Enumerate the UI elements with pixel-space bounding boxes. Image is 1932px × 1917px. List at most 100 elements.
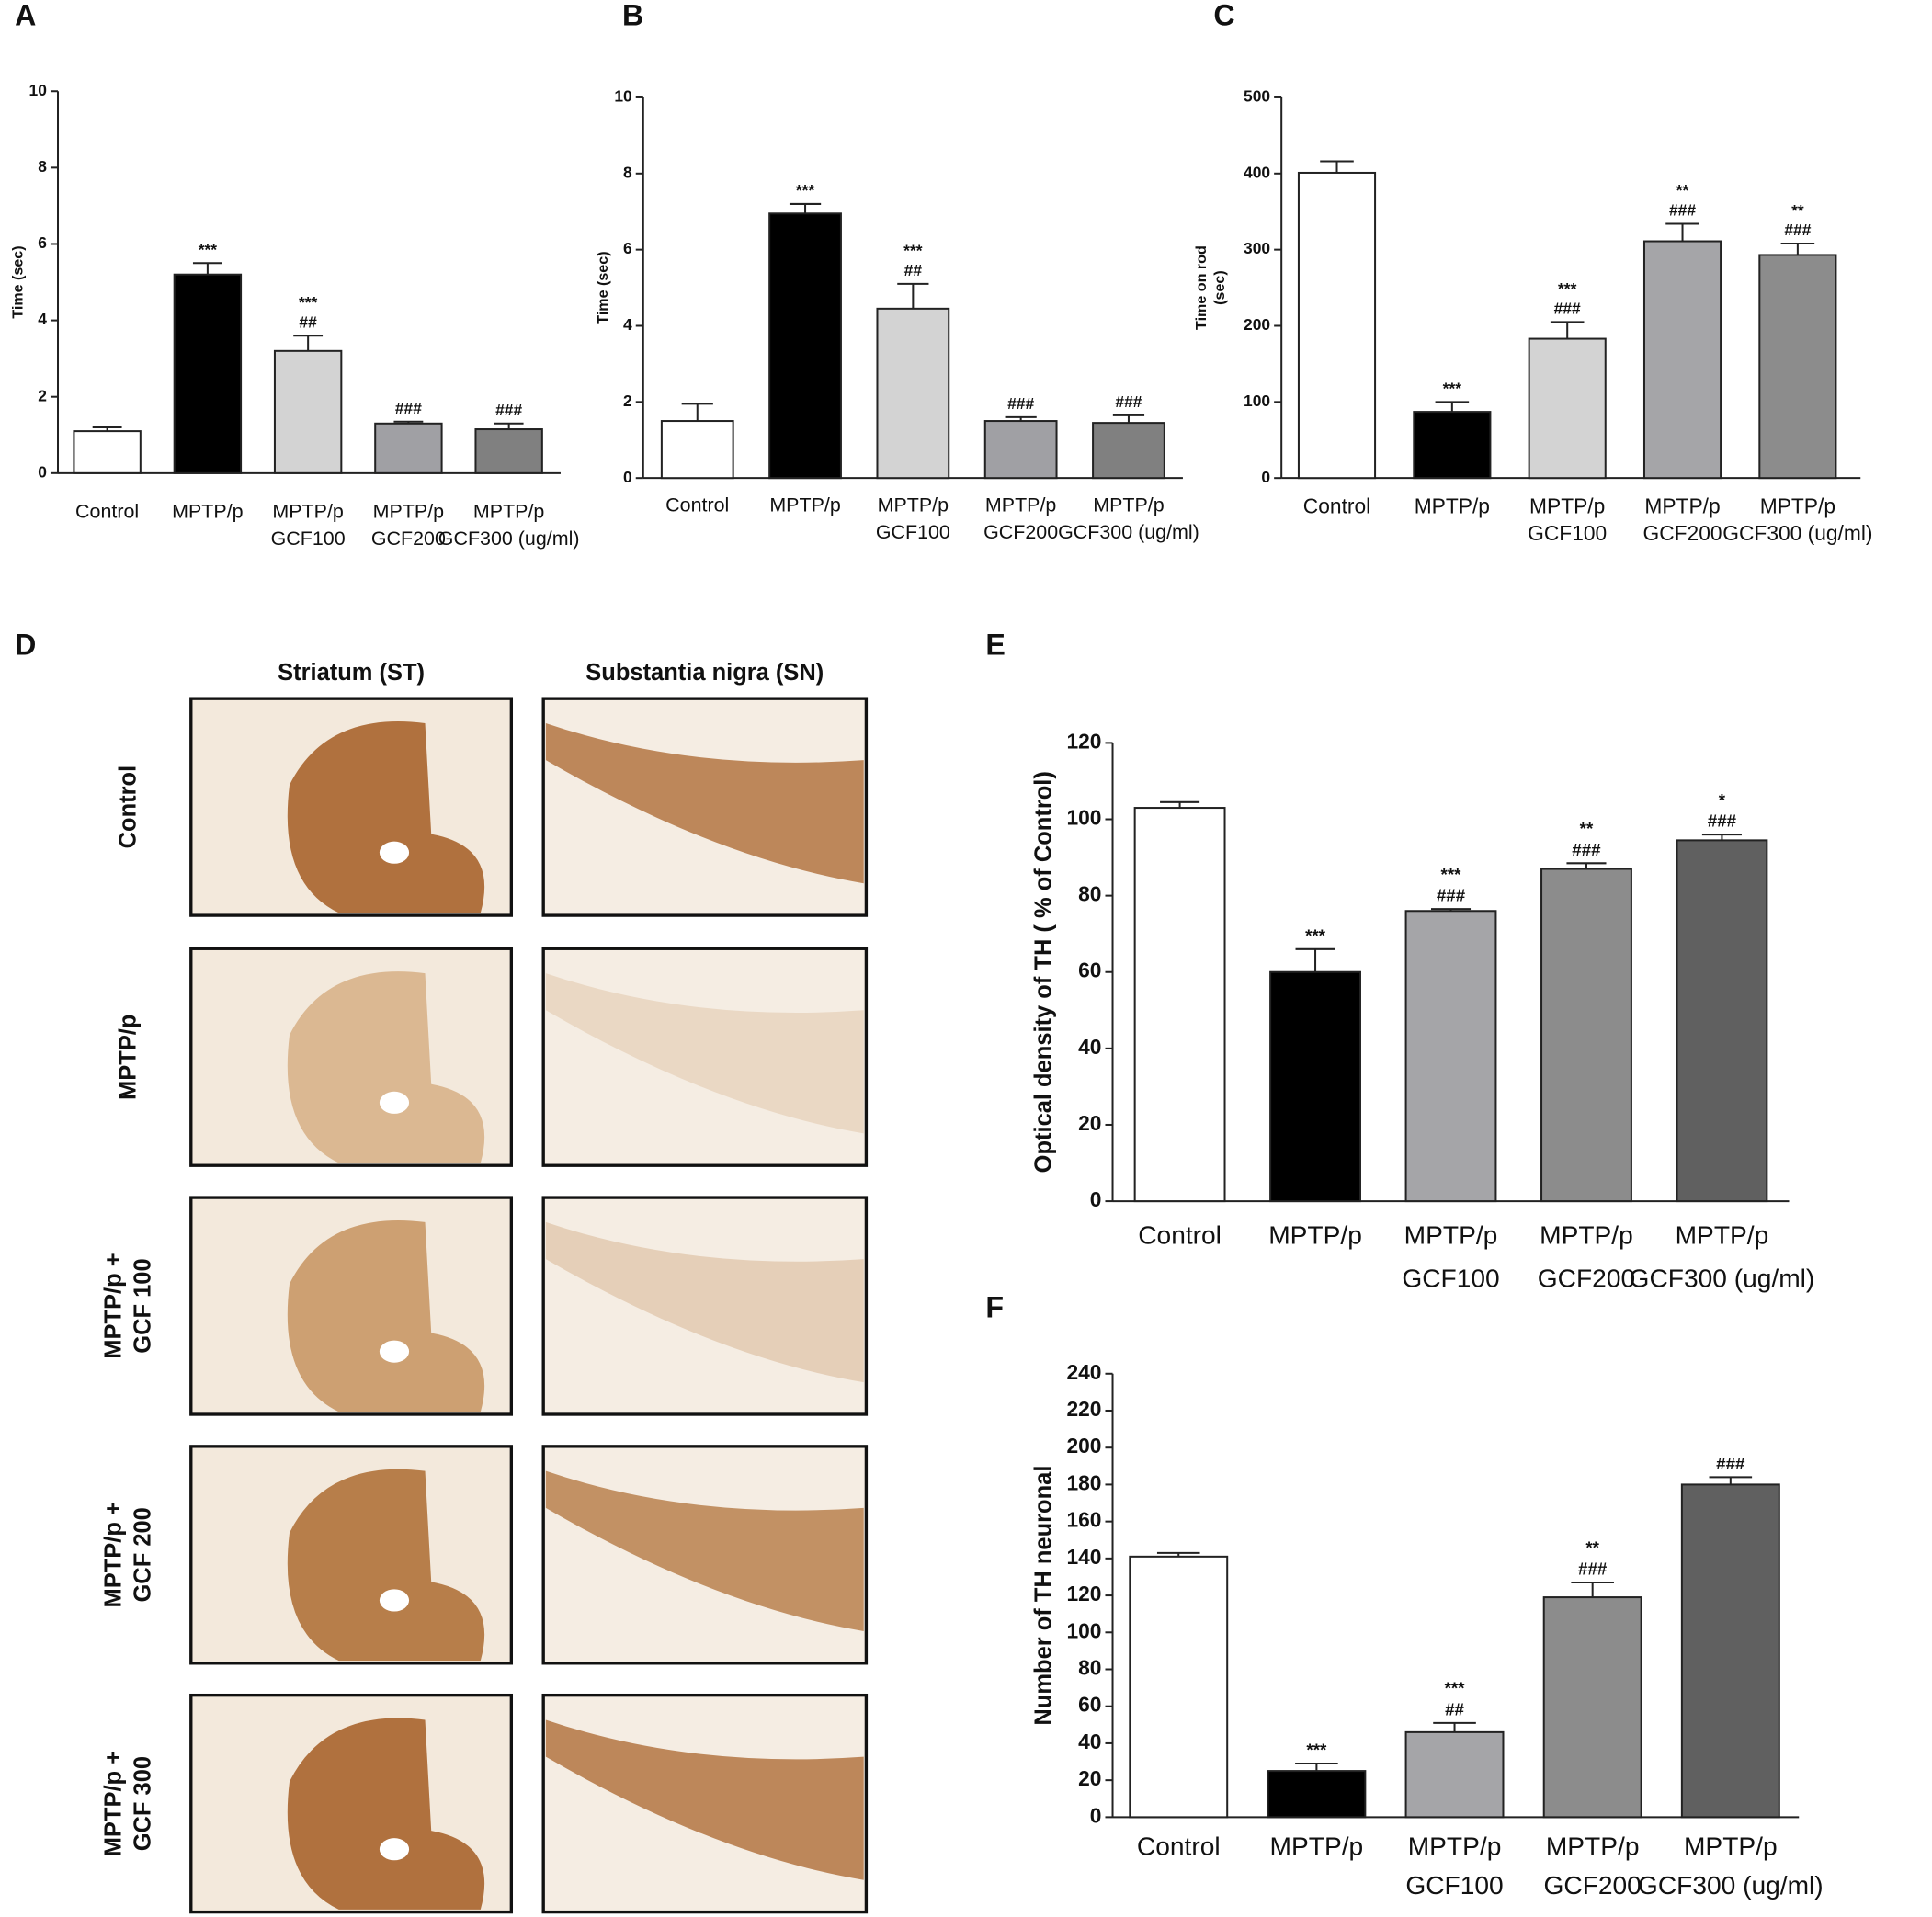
panel-label: B bbox=[622, 0, 643, 31]
striatum-tissue bbox=[287, 971, 485, 1163]
significance-label: *** bbox=[1558, 279, 1577, 298]
error-bar bbox=[1709, 1476, 1753, 1485]
error-bar bbox=[1160, 800, 1200, 809]
bar bbox=[374, 422, 443, 474]
nigra-tissue bbox=[545, 1221, 864, 1383]
x-tick-label: MPTP/p bbox=[769, 494, 841, 516]
x-tick-label: Control bbox=[1303, 493, 1370, 517]
panel-label: F bbox=[985, 1291, 1004, 1324]
significance-label: ### bbox=[395, 399, 422, 417]
striatum-tissue bbox=[287, 721, 485, 913]
significance-label: ### bbox=[495, 401, 522, 419]
y-tick-label: 100 bbox=[1244, 391, 1270, 410]
error-bar bbox=[1780, 243, 1815, 255]
significance-label: * bbox=[1719, 790, 1726, 810]
panel-label: A bbox=[15, 0, 36, 31]
error-bar bbox=[1550, 321, 1585, 339]
photo-sn bbox=[541, 1196, 869, 1416]
significance-label: *** bbox=[1306, 1741, 1327, 1760]
y-tick-label: 10 bbox=[29, 81, 47, 99]
x-tick-label: GCF100 bbox=[876, 521, 950, 543]
y-axis-label: Time (sec) bbox=[9, 245, 26, 318]
x-tick-label: MPTP/p bbox=[985, 494, 1057, 516]
x-tick-label: GCF300 (ug/ml) bbox=[438, 527, 580, 550]
significance-label: ### bbox=[1437, 886, 1466, 905]
significance-label: ## bbox=[1445, 1699, 1464, 1718]
bar bbox=[1404, 1730, 1505, 1819]
error-bar bbox=[789, 202, 822, 214]
significance-label: *** bbox=[1445, 1679, 1466, 1698]
photo-sn bbox=[541, 947, 869, 1167]
ventricle bbox=[379, 841, 410, 864]
error-bar bbox=[1295, 1763, 1338, 1772]
x-tick-label: MPTP/p bbox=[1093, 494, 1165, 516]
x-tick-label: Control bbox=[1138, 1220, 1222, 1249]
bar bbox=[1129, 1555, 1229, 1819]
x-tick-label: GCF100 bbox=[1528, 521, 1607, 545]
row-label: MPTP/p + bbox=[100, 1253, 126, 1358]
error-bar bbox=[393, 420, 424, 424]
y-tick-label: 180 bbox=[1066, 1470, 1101, 1494]
y-tick-label: 80 bbox=[1078, 1656, 1101, 1680]
significance-label: ### bbox=[1554, 300, 1581, 318]
y-tick-label: 0 bbox=[38, 462, 47, 481]
y-tick-label: 240 bbox=[1066, 1360, 1101, 1384]
y-tick-label: 2 bbox=[38, 386, 47, 404]
error-bar bbox=[1320, 160, 1354, 173]
y-tick-label: 0 bbox=[1090, 1803, 1102, 1827]
bar bbox=[1540, 868, 1632, 1203]
bar bbox=[768, 212, 842, 480]
striatum-tissue bbox=[287, 1469, 485, 1662]
row-label: GCF 100 bbox=[131, 1258, 156, 1353]
row-label: GCF 200 bbox=[131, 1507, 156, 1602]
y-axis-label: Number of TH neuronal bbox=[1031, 1466, 1057, 1726]
error-bar bbox=[494, 422, 524, 430]
y-tick-label: 6 bbox=[623, 239, 632, 257]
significance-label: ### bbox=[1007, 394, 1034, 413]
x-tick-label: Control bbox=[1137, 1832, 1221, 1860]
bar bbox=[660, 420, 734, 480]
row-label: Control bbox=[115, 766, 141, 849]
bar bbox=[1528, 337, 1607, 480]
nigra-tissue bbox=[545, 1719, 864, 1880]
error-bar bbox=[1571, 1581, 1614, 1598]
x-tick-label: GCF200 bbox=[983, 521, 1058, 543]
bar bbox=[1133, 807, 1226, 1203]
significance-label: *** bbox=[199, 240, 218, 258]
x-tick-label: GCF100 bbox=[1402, 1264, 1499, 1292]
y-tick-label: 4 bbox=[38, 310, 47, 328]
y-tick-label: 80 bbox=[1078, 882, 1101, 906]
x-tick-label: GCF100 bbox=[1405, 1871, 1503, 1900]
y-tick-label: 300 bbox=[1244, 239, 1270, 257]
significance-label: ** bbox=[1580, 819, 1594, 838]
y-tick-label: 40 bbox=[1078, 1730, 1101, 1753]
significance-label: ### bbox=[1578, 1560, 1608, 1579]
y-tick-label: 140 bbox=[1066, 1545, 1101, 1569]
significance-label: ### bbox=[1708, 811, 1737, 831]
x-tick-label: MPTP/p bbox=[1270, 1832, 1364, 1860]
panel-label: D bbox=[15, 628, 36, 661]
error-bar bbox=[192, 262, 222, 275]
x-tick-label: GCF200 bbox=[371, 527, 446, 550]
x-tick-label: MPTP/p bbox=[272, 500, 344, 522]
bar bbox=[73, 430, 142, 474]
error-bar bbox=[1430, 908, 1472, 912]
column-header: Striatum (ST) bbox=[278, 660, 425, 686]
x-tick-label: MPTP/p bbox=[473, 500, 545, 522]
error-bar bbox=[897, 282, 929, 309]
bar bbox=[1758, 254, 1837, 480]
bar bbox=[474, 428, 543, 474]
significance-label: *** bbox=[1305, 925, 1326, 945]
bar bbox=[1297, 171, 1377, 480]
x-tick-label: MPTP/p bbox=[1268, 1220, 1362, 1249]
significance-label: *** bbox=[299, 293, 318, 312]
bar bbox=[1676, 839, 1768, 1203]
y-tick-label: 500 bbox=[1244, 87, 1270, 106]
error-bar bbox=[1665, 222, 1699, 242]
y-tick-label: 2 bbox=[623, 391, 632, 410]
y-tick-label: 100 bbox=[1066, 1618, 1101, 1642]
y-tick-label: 0 bbox=[623, 468, 632, 486]
x-tick-label: Control bbox=[75, 500, 139, 522]
y-tick-label: 0 bbox=[1261, 468, 1270, 486]
